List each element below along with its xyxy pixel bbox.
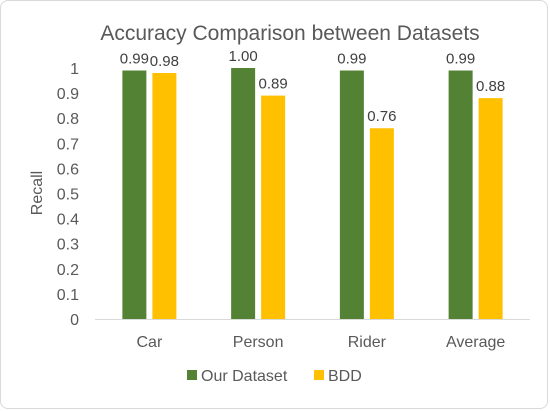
data-label: 0.99	[120, 51, 149, 68]
x-category-label: Car	[136, 334, 162, 351]
bar-bdd-rider	[369, 128, 394, 319]
y-tick-label: 0.7	[57, 136, 79, 153]
x-category-label: Average	[446, 334, 505, 351]
data-labels: 0.99 0.98 1.000.890.990.760.990.88	[120, 48, 505, 125]
bar-bdd-person	[261, 95, 286, 319]
bar-our-dataset-car	[122, 70, 147, 319]
y-tick-label: 0.8	[57, 111, 79, 128]
data-label: 0.88	[476, 78, 505, 95]
data-label: 0.99	[337, 51, 366, 68]
y-tick-label: 0.6	[57, 161, 79, 178]
bar-our-dataset-average	[448, 70, 473, 319]
x-category-label: Person	[233, 334, 284, 351]
data-label: 0.76	[367, 108, 396, 125]
legend-label: BDD	[328, 368, 362, 385]
y-tick-label: 1	[70, 61, 79, 78]
legend-swatch	[314, 370, 324, 380]
data-label: 1.00	[229, 48, 258, 65]
y-tick-label: 0	[70, 312, 79, 329]
y-tick-label: 0.3	[57, 237, 79, 254]
bar-our-dataset-rider	[339, 70, 364, 319]
bar-our-dataset-person	[231, 68, 256, 319]
y-tick-label: 0.2	[57, 262, 79, 279]
legend-label: Our Dataset	[201, 368, 288, 385]
y-tick-label: 0.4	[57, 212, 79, 229]
legend: Our Dataset BDD	[187, 368, 362, 385]
y-axis-ticks: 0 0.1 0.2 0.3 0.4 0.5 0.6 0.7 0.8 0.9 1	[57, 61, 79, 329]
y-tick-label: 0.1	[57, 287, 79, 304]
x-category-label: Rider	[348, 334, 387, 351]
y-tick-label: 0.9	[57, 86, 79, 103]
data-label: 0.99	[446, 51, 475, 68]
data-label: 0.98	[150, 53, 179, 70]
bar-bdd-average	[478, 98, 503, 320]
x-axis-categories: Car Person Rider Average	[136, 334, 505, 351]
y-axis-label: Recall	[29, 171, 46, 215]
bar-group	[122, 68, 503, 320]
data-label: 0.89	[259, 76, 288, 93]
bar-bdd-car	[152, 73, 177, 320]
y-tick-label: 0.5	[57, 187, 79, 204]
chart-title: Accuracy Comparison between Datasets	[100, 22, 479, 45]
legend-swatch	[187, 370, 197, 380]
